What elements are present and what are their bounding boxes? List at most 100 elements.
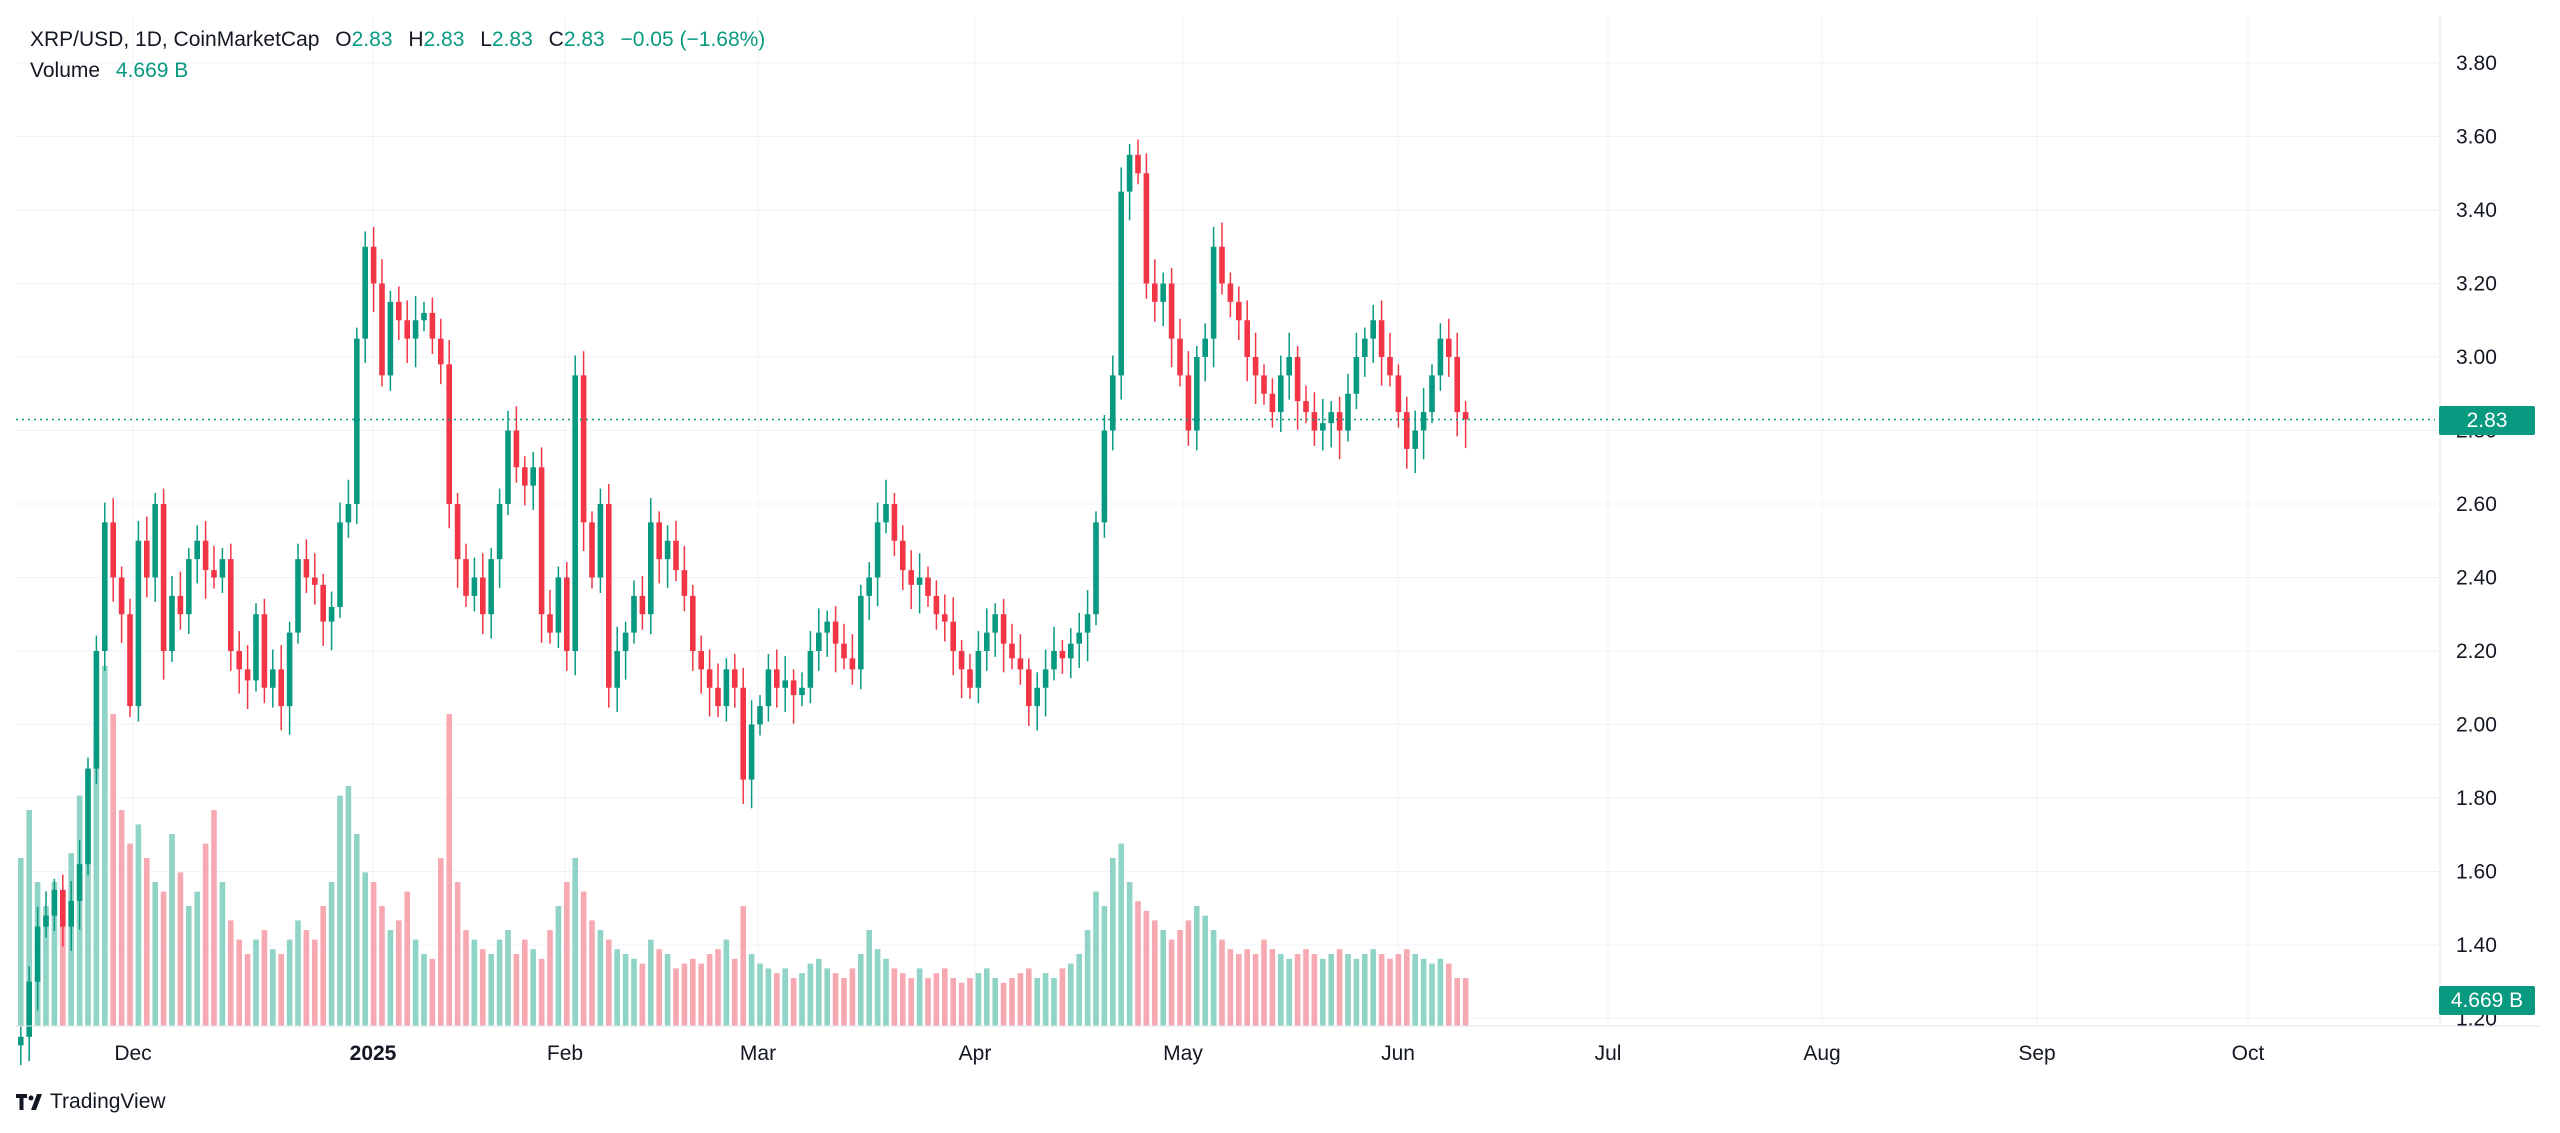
candle bbox=[1110, 355, 1116, 451]
candle bbox=[799, 672, 805, 707]
candle bbox=[186, 548, 192, 635]
candle-body bbox=[1269, 393, 1276, 413]
volume-bar bbox=[396, 920, 402, 1026]
candle-body bbox=[849, 658, 856, 670]
volume-bar bbox=[614, 949, 620, 1026]
candle-body bbox=[580, 375, 587, 523]
candle bbox=[93, 635, 100, 785]
volume-bar bbox=[429, 958, 436, 1026]
volume-value: 4.669 B bbox=[115, 59, 189, 82]
volume-bar bbox=[673, 968, 679, 1026]
volume-bar bbox=[782, 968, 788, 1026]
candle bbox=[320, 573, 326, 646]
candle bbox=[547, 589, 553, 644]
volume-label[interactable]: Volume bbox=[30, 59, 101, 82]
candle-body bbox=[1084, 614, 1091, 633]
volume-bar bbox=[1320, 958, 1326, 1026]
candle bbox=[1118, 167, 1124, 400]
volume-bar bbox=[933, 973, 940, 1026]
candle-body bbox=[76, 864, 83, 901]
volume-bar bbox=[463, 930, 469, 1026]
candle bbox=[370, 226, 377, 313]
candle bbox=[866, 562, 872, 621]
candle bbox=[1194, 345, 1200, 451]
volume-bar bbox=[1370, 949, 1376, 1026]
volume-bar bbox=[253, 939, 259, 1026]
candle bbox=[1429, 364, 1435, 424]
candle bbox=[1311, 392, 1318, 446]
candle-body bbox=[984, 632, 990, 651]
candle-body bbox=[438, 338, 444, 365]
volume-bar bbox=[849, 968, 856, 1026]
candle-body bbox=[1185, 375, 1192, 431]
volume-bar bbox=[723, 939, 730, 1026]
candle bbox=[891, 492, 898, 557]
candle bbox=[1202, 323, 1208, 382]
candle bbox=[1446, 318, 1452, 377]
volume-bar bbox=[866, 930, 872, 1026]
volume-bar bbox=[1202, 915, 1208, 1026]
candle-body bbox=[1252, 357, 1259, 376]
volume-bar bbox=[85, 776, 91, 1026]
candle-body bbox=[673, 540, 679, 571]
candle bbox=[345, 479, 352, 538]
candle bbox=[160, 488, 167, 680]
volume-bar bbox=[1017, 973, 1024, 1026]
candle-body bbox=[1068, 643, 1074, 659]
candle bbox=[1252, 332, 1259, 405]
volume-bar bbox=[1084, 930, 1091, 1026]
candle-body bbox=[967, 669, 973, 688]
volume-bar bbox=[1034, 978, 1040, 1026]
symbol-label[interactable]: XRP/USD, 1D, CoinMarketCap bbox=[30, 28, 320, 51]
candle-body bbox=[60, 889, 66, 927]
volume-bar bbox=[681, 963, 688, 1026]
candle bbox=[614, 626, 620, 713]
candle-body bbox=[102, 522, 108, 651]
candle bbox=[1126, 143, 1133, 221]
candle bbox=[1000, 598, 1007, 673]
volume-bar bbox=[1303, 949, 1309, 1026]
candle bbox=[177, 571, 184, 630]
candle-body bbox=[782, 680, 788, 688]
candle-body bbox=[228, 559, 234, 651]
volume-bar bbox=[530, 949, 536, 1026]
candle bbox=[681, 545, 688, 612]
volume-bar bbox=[286, 939, 293, 1026]
price-tick-label: 3.20 bbox=[2456, 273, 2497, 296]
candle bbox=[908, 550, 914, 610]
candle bbox=[564, 562, 570, 671]
candle bbox=[211, 545, 217, 589]
last-volume-badge: 4.669 B bbox=[2439, 986, 2535, 1015]
volume-bar bbox=[270, 949, 276, 1026]
tradingview-brand[interactable]: TradingView bbox=[16, 1090, 166, 1114]
candle-body bbox=[975, 651, 982, 688]
candle bbox=[396, 286, 402, 341]
candle bbox=[958, 639, 965, 699]
candle-body bbox=[631, 595, 637, 633]
candle bbox=[1227, 272, 1234, 318]
candle bbox=[1370, 304, 1376, 363]
candle-body bbox=[1345, 393, 1351, 431]
candle bbox=[1261, 364, 1267, 405]
volume-bar bbox=[1110, 858, 1116, 1026]
volume-bar bbox=[169, 834, 175, 1026]
time-tick-label: Apr bbox=[959, 1042, 992, 1065]
candle bbox=[925, 566, 931, 607]
candle-body bbox=[320, 584, 326, 622]
volume-bar bbox=[1160, 930, 1166, 1026]
candle bbox=[942, 594, 948, 642]
candle-body bbox=[816, 632, 822, 651]
volume-bar bbox=[538, 958, 545, 1026]
low-value: 2.83 bbox=[491, 28, 533, 51]
close-label: C bbox=[548, 28, 564, 51]
candle bbox=[1404, 396, 1410, 469]
candle bbox=[589, 511, 595, 589]
volume-bar bbox=[387, 930, 394, 1026]
volume-bar bbox=[925, 978, 931, 1026]
volume-bar bbox=[639, 963, 646, 1026]
candle-body bbox=[421, 312, 427, 321]
candle bbox=[127, 598, 133, 718]
price-tick-label: 2.40 bbox=[2456, 567, 2497, 590]
candle-body bbox=[1420, 412, 1427, 431]
